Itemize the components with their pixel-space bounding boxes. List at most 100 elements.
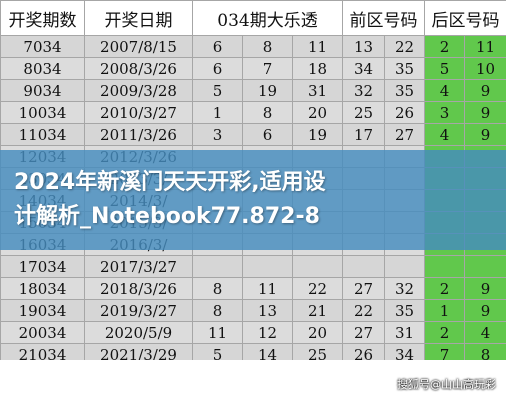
cell-period: 19034 (0, 299, 85, 322)
cell-back-number: 2 (424, 321, 466, 344)
cell-front-number: 22 (384, 35, 426, 58)
cell-front-number (384, 255, 426, 278)
cell-period: 7034 (0, 35, 85, 58)
cell-date: 2008/3/26 (84, 57, 193, 80)
cell-back-number: 2 (424, 277, 466, 300)
cell-date: 2007/8/15 (84, 35, 193, 58)
cell-back-number: 9 (464, 299, 506, 322)
cell-front-number: 20 (291, 321, 344, 344)
cell-date: 2020/5/9 (84, 321, 193, 344)
cell-front-number: 13 (342, 35, 386, 58)
cell-back-number: 9 (464, 101, 506, 124)
header-date: 开奖日期 (84, 0, 193, 36)
cell-front-number: 11 (242, 277, 293, 300)
cell-back-number (464, 255, 506, 278)
cell-front-number: 20 (291, 101, 344, 124)
cell-front-number: 31 (384, 321, 426, 344)
table-row: 11034 2011/3/26 3 6 19 17 27 4 9 (0, 123, 506, 146)
cell-back-number: 4 (424, 123, 466, 146)
cell-period: 11034 (0, 123, 85, 146)
cell-back-number: 2 (424, 35, 466, 58)
cell-front-number: 27 (384, 123, 426, 146)
cell-front-number: 34 (342, 57, 386, 80)
header-front: 前区号码 (342, 0, 426, 36)
cell-front-number (342, 255, 386, 278)
cell-front-number: 8 (192, 299, 243, 322)
cell-period: 18034 (0, 277, 85, 300)
cell-front-number: 27 (342, 321, 386, 344)
cell-date: 2017/3/27 (84, 255, 193, 278)
cell-back-number: 1 (424, 299, 466, 322)
cell-front-number: 6 (192, 35, 243, 58)
cell-date: 2011/3/26 (84, 123, 193, 146)
cell-back-number: 9 (464, 123, 506, 146)
cell-back-number: 5 (424, 57, 466, 80)
cell-front-number: 6 (242, 123, 293, 146)
cell-front-number: 11 (192, 321, 243, 344)
table-row: 8034 2008/3/26 6 7 18 34 35 5 10 (0, 57, 506, 80)
cell-front-number: 19 (242, 79, 293, 102)
empty-area (0, 360, 506, 400)
cell-front-number: 22 (291, 277, 344, 300)
cell-period: 20034 (0, 321, 85, 344)
cell-date: 2018/3/26 (84, 277, 193, 300)
cell-front-number: 11 (291, 35, 344, 58)
cell-front-number (291, 255, 344, 278)
banner-title-line-2: 计解析_Notebook77.872-8 (14, 204, 320, 229)
cell-front-number: 5 (192, 79, 243, 102)
cell-front-number: 17 (342, 123, 386, 146)
header-issue: 034期大乐透 (191, 0, 344, 36)
cell-front-number: 1 (192, 101, 243, 124)
table-row: 7034 2007/8/15 6 8 11 13 22 2 11 (0, 35, 506, 58)
cell-period: 9034 (0, 79, 85, 102)
header-back: 后区号码 (424, 0, 506, 36)
cell-back-number: 9 (464, 277, 506, 300)
cell-front-number: 3 (192, 123, 243, 146)
cell-front-number: 7 (242, 57, 293, 80)
cell-front-number: 32 (342, 79, 386, 102)
cell-period: 10034 (0, 101, 85, 124)
cell-period: 8034 (0, 57, 85, 80)
table-row: 18034 2018/3/26 8 11 22 27 32 2 9 (0, 277, 506, 300)
header-period: 开奖期数 (0, 0, 85, 36)
cell-front-number: 12 (242, 321, 293, 344)
cell-date: 2019/3/27 (84, 299, 193, 322)
cell-front-number: 27 (342, 277, 386, 300)
cell-back-number: 4 (424, 79, 466, 102)
cell-front-number: 19 (291, 123, 344, 146)
cell-front-number: 25 (342, 101, 386, 124)
cell-date: 2009/3/28 (84, 79, 193, 102)
cell-back-number: 11 (464, 35, 506, 58)
cell-front-number (192, 255, 243, 278)
cell-front-number: 35 (384, 79, 426, 102)
cell-front-number: 26 (384, 101, 426, 124)
cell-front-number: 35 (384, 299, 426, 322)
title-banner: 2024年新溪门天天开彩,适用设 计解析_Notebook77.872-8 (0, 150, 506, 250)
cell-date: 2010/3/27 (84, 101, 193, 124)
table-row: 19034 2019/3/27 8 13 21 22 35 1 9 (0, 299, 506, 322)
cell-front-number: 31 (291, 79, 344, 102)
cell-back-number: 4 (464, 321, 506, 344)
cell-front-number: 32 (384, 277, 426, 300)
cell-back-number: 9 (464, 79, 506, 102)
cell-front-number: 13 (242, 299, 293, 322)
cell-front-number: 22 (342, 299, 386, 322)
header-row: 开奖期数 开奖日期 034期大乐透 前区号码 后区号码 (0, 0, 506, 36)
cell-back-number: 3 (424, 101, 466, 124)
cell-back-number (424, 255, 466, 278)
cell-front-number: 8 (192, 277, 243, 300)
table-row: 17034 2017/3/27 (0, 255, 506, 278)
cell-front-number: 35 (384, 57, 426, 80)
cell-front-number: 21 (291, 299, 344, 322)
cell-back-number: 10 (464, 57, 506, 80)
cell-front-number: 8 (242, 101, 293, 124)
banner-title-line-1: 2024年新溪门天天开彩,适用设 (14, 170, 326, 195)
watermark: 搜狐号@山山高玩彩 (397, 378, 496, 391)
cell-period: 17034 (0, 255, 85, 278)
cell-front-number: 8 (242, 35, 293, 58)
table-row: 9034 2009/3/28 5 19 31 32 35 4 9 (0, 79, 506, 102)
table-row: 10034 2010/3/27 1 8 20 25 26 3 9 (0, 101, 506, 124)
table-row: 20034 2020/5/9 11 12 20 27 31 2 4 (0, 321, 506, 344)
cell-front-number: 6 (192, 57, 243, 80)
cell-front-number: 18 (291, 57, 344, 80)
